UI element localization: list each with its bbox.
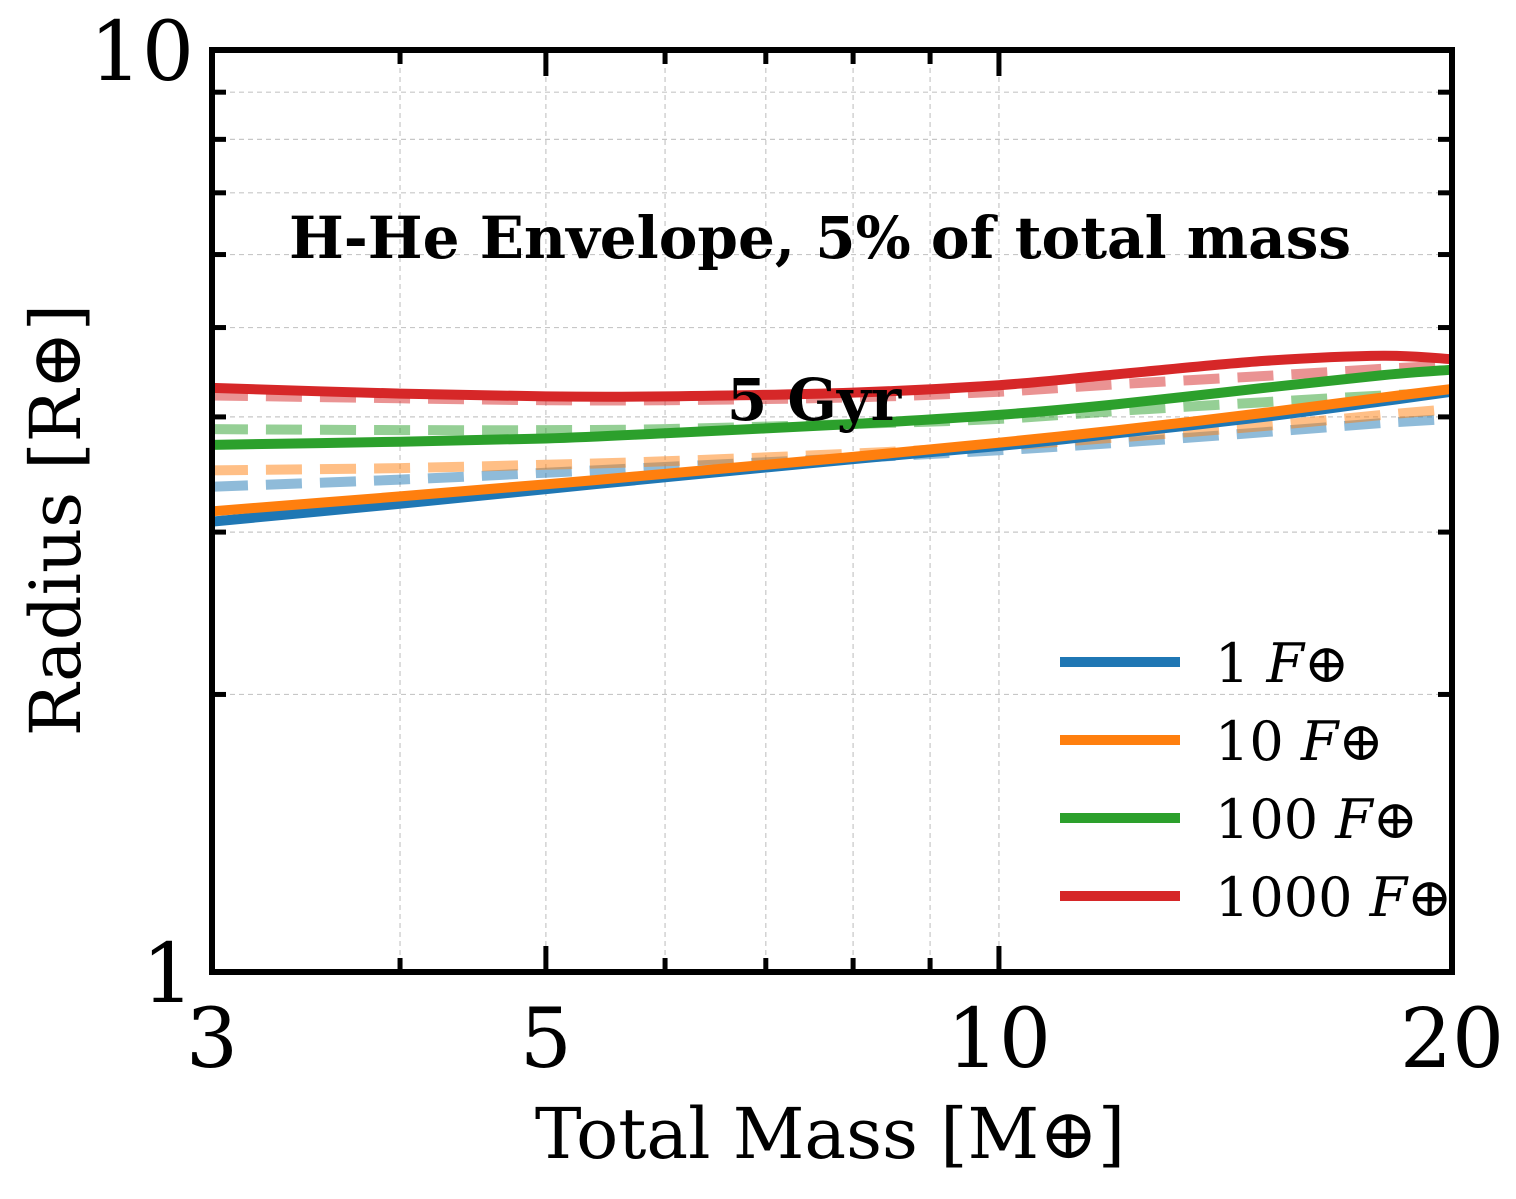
legend-flux-symbol: F⊕ [1300,710,1384,773]
axes-frame [209,47,1455,975]
grid [212,50,1452,972]
annotation-envelope: H-He Envelope, 5% of total mass [289,204,1351,272]
series-lines [211,350,1453,527]
x-tick-label: 5 [520,992,572,1087]
legend-item-1000: 1000 F⊕ [1060,866,1452,929]
series-line-10-f [211,383,1453,517]
x-tick-label: 20 [1400,992,1504,1087]
legend-number: 1000 [1215,866,1370,929]
series-line-1000-f [211,350,1453,402]
legend-label: 10 F⊕ [1215,710,1384,773]
legend-label: 100 F⊕ [1215,788,1418,851]
y-tick-label: 10 [90,5,194,100]
legend-number: 1 [1215,632,1267,695]
legend-flux-symbol: F⊕ [1266,632,1350,695]
x-axis-label: Total Mass [M⊕] [535,1093,1125,1175]
legend-number: 10 [1215,710,1301,773]
x-tick-label: 10 [947,992,1051,1087]
legend: 1 F⊕10 F⊕100 F⊕1000 F⊕ [1060,632,1452,929]
legend-item-100: 100 F⊕ [1060,788,1418,851]
series-line-100-f [211,364,1453,450]
legend-item-1: 1 F⊕ [1060,632,1349,695]
annotation-age: 5 Gyr [727,366,903,434]
y-tick-label: 1 [142,927,194,1022]
plot-frame [209,47,1455,975]
legend-item-10: 10 F⊕ [1060,710,1384,773]
x-tick-label: 3 [186,992,238,1087]
y-axis-label: Radius [R⊕] [15,304,97,736]
legend-label: 1 F⊕ [1215,632,1349,695]
legend-label: 1000 F⊕ [1215,866,1452,929]
tick-labels: 3 5 10 20 1 10 [90,5,1505,1087]
legend-flux-symbol: F⊕ [1369,866,1453,929]
legend-number: 100 [1215,788,1335,851]
legend-flux-symbol: F⊕ [1334,788,1418,851]
